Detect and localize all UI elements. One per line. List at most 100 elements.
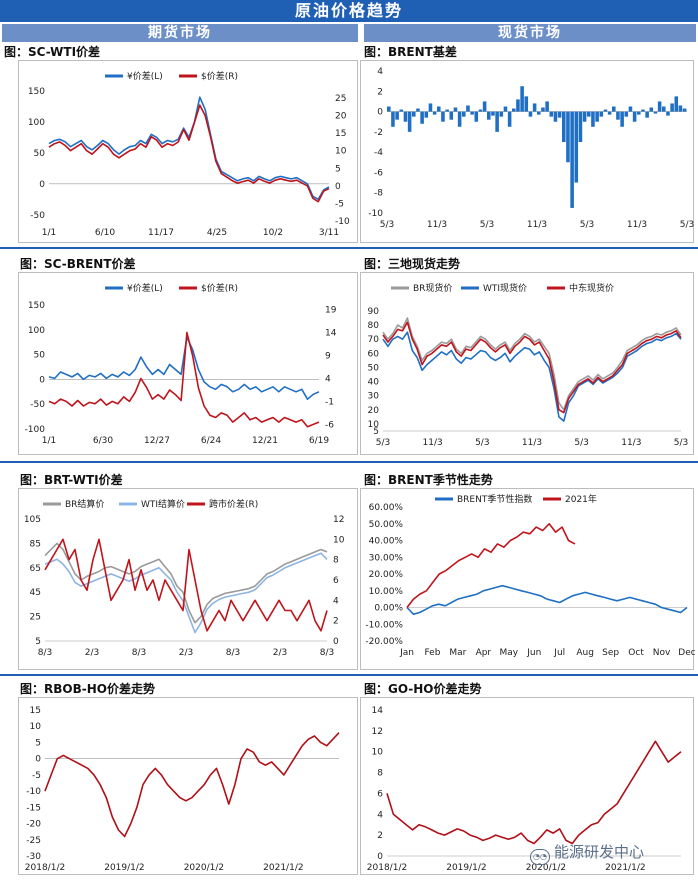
data-bar bbox=[528, 111, 533, 117]
y-tick-label: 90 bbox=[368, 307, 380, 317]
y2-tick-label: 10 bbox=[335, 147, 347, 157]
chart-title: 图：三地现货走势 bbox=[364, 257, 461, 271]
chart-panel: -30 -25 -20 -15 -10 -5 0 5 10 15 2018/1/2 2019/1/2 2… bbox=[18, 697, 358, 875]
x-tick-label: 5/3 bbox=[680, 220, 694, 230]
y-tick-label: 0 bbox=[39, 180, 45, 190]
y-tick-label: 60 bbox=[368, 349, 380, 359]
y-tick-label: 100 bbox=[28, 118, 45, 128]
data-bar bbox=[449, 111, 454, 120]
data-bar bbox=[516, 99, 520, 112]
y-tick-label: -4 bbox=[374, 148, 383, 158]
x-tick-label: 6/19 bbox=[309, 436, 329, 446]
section-divider bbox=[0, 674, 698, 676]
chart-title: 图：RBOB-HO价差走势 bbox=[20, 682, 155, 696]
legend-label: ¥价差(L) bbox=[127, 282, 163, 294]
y-tick-label: 20 bbox=[368, 406, 380, 416]
chart-title: 图：BRT-WTI价差 bbox=[20, 473, 123, 487]
data-bar bbox=[595, 111, 599, 122]
y-tick-label: 10 bbox=[372, 748, 384, 758]
data-bar bbox=[424, 111, 429, 118]
y-tick-label: 80 bbox=[368, 321, 380, 331]
y2-tick-label: 25 bbox=[335, 94, 346, 104]
y-tick-label: 0.00% bbox=[374, 604, 403, 614]
data-bar bbox=[474, 111, 479, 122]
y-tick-label: 12 bbox=[372, 727, 383, 737]
y-tick-label: 30 bbox=[368, 392, 380, 402]
series-line bbox=[44, 542, 328, 624]
y-tick-label: 20.00% bbox=[369, 570, 404, 580]
data-bar bbox=[574, 111, 579, 183]
data-bar bbox=[457, 111, 462, 127]
data-bar bbox=[524, 96, 529, 112]
data-bar bbox=[541, 107, 545, 112]
x-tick-label: 11/3 bbox=[627, 220, 647, 230]
data-bar bbox=[491, 111, 495, 116]
data-bar bbox=[662, 106, 666, 112]
x-tick-label: 2018/1/2 bbox=[25, 863, 65, 873]
data-bar bbox=[653, 111, 658, 114]
chart-title: 图：BRENT基差 bbox=[364, 45, 457, 59]
legend-label: BR结算价 bbox=[65, 498, 104, 510]
y-tick-label: 2 bbox=[377, 831, 383, 841]
x-tick-label: 8/3 bbox=[132, 648, 146, 658]
y2-tick-label: -6 bbox=[325, 420, 334, 430]
y-tick-label: 4 bbox=[377, 67, 383, 77]
x-tick-label: 2/3 bbox=[85, 648, 99, 658]
y2-tick-label: 0 bbox=[335, 182, 341, 192]
legend-label: WTI现货价 bbox=[483, 282, 527, 294]
y-tick-label: 40 bbox=[368, 378, 380, 388]
series-line bbox=[406, 522, 576, 608]
y-tick-label: -2 bbox=[374, 128, 383, 138]
x-tick-label: 11/17 bbox=[148, 228, 174, 238]
data-bar bbox=[445, 109, 449, 112]
chart-panel: 0 2 4 6 8 10 12 14 2018/1/2 2019/1/2 2020/1/2 2021/… bbox=[360, 697, 694, 875]
x-tick-label: 5/3 bbox=[574, 438, 588, 448]
section-divider bbox=[0, 247, 698, 249]
y-tick-label: -10 bbox=[368, 209, 383, 219]
legend-label: BRENT季节性指数 bbox=[457, 493, 532, 505]
x-tick-label: Dec bbox=[678, 648, 695, 658]
x-tick-label: Jun bbox=[526, 648, 541, 658]
y-tick-label: -20.00% bbox=[365, 637, 403, 647]
x-tick-label: Mar bbox=[449, 648, 466, 658]
x-tick-label: Sep bbox=[602, 648, 619, 658]
x-tick-label: 2020/1/2 bbox=[526, 863, 566, 873]
x-tick-label: 5/3 bbox=[376, 438, 390, 448]
x-tick-label: 2021/1/2 bbox=[605, 863, 645, 873]
data-bar bbox=[578, 111, 583, 142]
x-tick-label: 2/3 bbox=[179, 648, 193, 658]
data-bar bbox=[495, 111, 499, 132]
data-bar bbox=[562, 111, 566, 142]
x-tick-label: 2021/1/2 bbox=[263, 863, 303, 873]
section-divider bbox=[0, 461, 698, 463]
chart-panel: 5 10 20 30 40 50 60 70 80 90 5/3 11/3 5/3 11/3 5/3 11/3… bbox=[360, 272, 694, 455]
x-tick-label: 2018/1/2 bbox=[367, 863, 407, 873]
legend-label: $价差(R) bbox=[201, 282, 238, 294]
x-tick-label: Nov bbox=[653, 648, 671, 658]
data-bar bbox=[412, 111, 416, 117]
series-line bbox=[48, 336, 320, 400]
y2-tick-label: 9 bbox=[325, 352, 331, 362]
series-line bbox=[44, 552, 328, 634]
y-tick-label: 5 bbox=[35, 738, 41, 748]
x-tick-label: 11/3 bbox=[423, 438, 443, 448]
chart-panel: -50 0 50 100 150 -10 -5 0 5 10 15 20 25 1/1 6/10 11/17 4… bbox=[18, 60, 358, 243]
data-bar bbox=[649, 107, 654, 112]
y-tick-label: 105 bbox=[24, 515, 41, 525]
y-tick-label: 6 bbox=[377, 789, 383, 799]
data-bar bbox=[403, 111, 408, 122]
y2-tick-label: -1 bbox=[325, 397, 334, 407]
wechat-icon: ◔◔ bbox=[530, 849, 550, 865]
data-bar bbox=[482, 101, 487, 112]
legend-label: BR现货价 bbox=[413, 282, 452, 294]
data-bar bbox=[682, 108, 687, 112]
x-tick-label: 5/3 bbox=[380, 220, 394, 230]
x-tick-label: 4/25 bbox=[207, 228, 227, 238]
chart-title: 图：SC-WTI价差 bbox=[4, 45, 101, 59]
futures-header: 期货市场 bbox=[2, 24, 358, 42]
series-line bbox=[382, 317, 682, 411]
x-tick-label: 6/10 bbox=[95, 228, 115, 238]
data-bar bbox=[645, 111, 649, 118]
series-line bbox=[48, 331, 320, 428]
data-bar bbox=[549, 111, 554, 117]
